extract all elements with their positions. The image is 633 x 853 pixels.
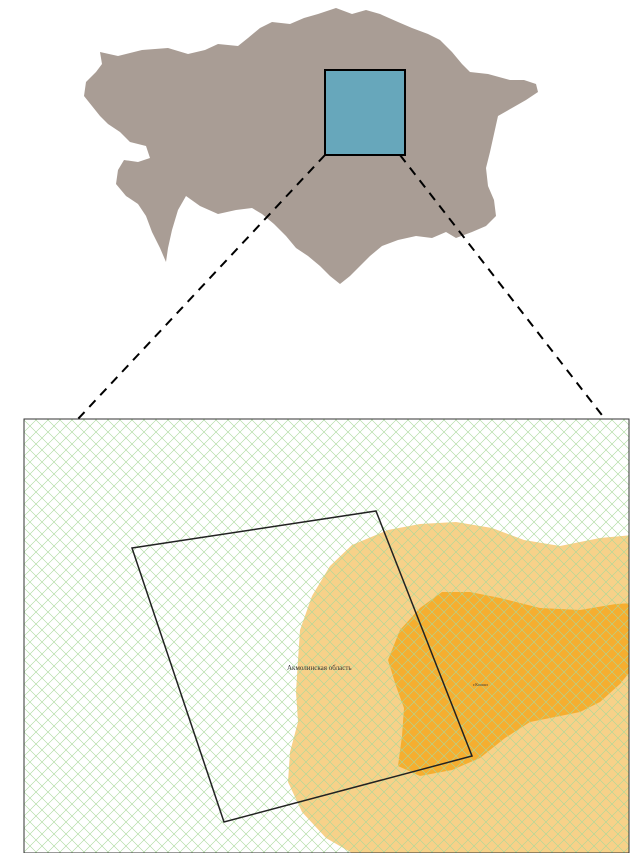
- highlight-box: [324, 69, 406, 156]
- detail-map: Акмолинская область г.Ксшшл: [24, 419, 629, 853]
- hatch-overlay: [24, 419, 629, 853]
- connector-left: [77, 154, 326, 420]
- connector-right: [399, 154, 606, 420]
- city-label: г.Ксшшл: [473, 682, 488, 687]
- country-shape: [84, 8, 538, 284]
- region-label: Акмолинская область: [287, 664, 352, 672]
- detail-frame: [23, 418, 630, 853]
- overview-map: [84, 8, 538, 284]
- study-area-polygon: [131, 510, 474, 823]
